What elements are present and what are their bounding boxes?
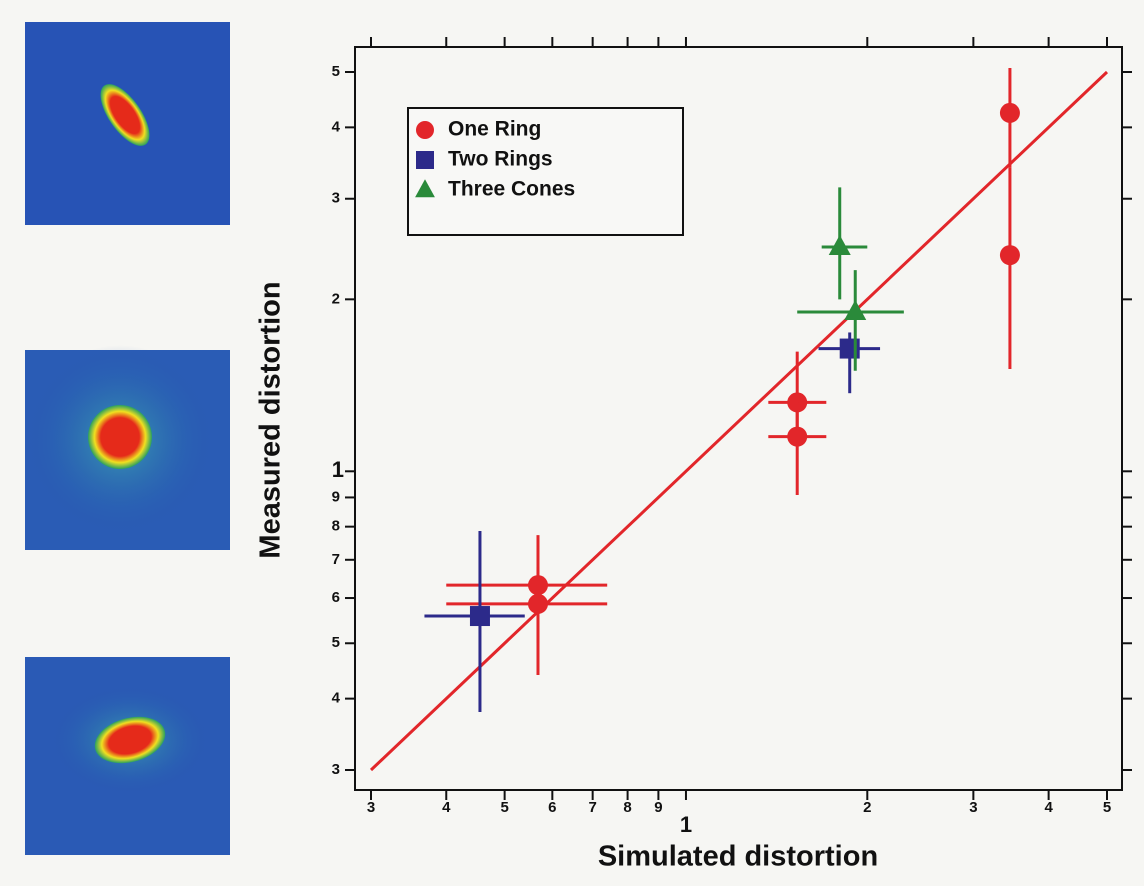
data-point (1000, 103, 1020, 123)
y-tick-label: 5 (332, 634, 340, 651)
legend-text: Two Rings (448, 148, 553, 171)
x-tick-label: 4 (442, 799, 451, 816)
x-tick-label: 6 (548, 799, 556, 816)
thumbnail-2 (25, 345, 230, 550)
chart: Simulated distortion Measured distortion… (0, 0, 1144, 886)
legend-text: One Ring (448, 118, 541, 141)
page: {"chart_data": {"type": "scatter", "xlab… (0, 0, 1144, 886)
x-tick-label: 4 (1044, 799, 1053, 816)
data-point (1000, 245, 1020, 265)
x-tick-label: 2 (863, 799, 871, 816)
x-tick-label: 3 (969, 799, 977, 816)
data-point (470, 606, 490, 626)
legend-text: Three Cones (448, 178, 575, 201)
legend-marker (416, 121, 434, 139)
y-tick-label: 4 (332, 118, 341, 135)
data-point (829, 235, 851, 255)
y-tick-label: 3 (332, 190, 340, 207)
data-point (528, 594, 548, 614)
y-tick-label: 2 (332, 290, 340, 307)
y-tick-label: 3 (332, 761, 340, 778)
x-axis-label: Simulated distortion (598, 841, 878, 873)
thumbnail-3 (25, 657, 230, 855)
x-tick-label: 5 (1103, 799, 1111, 816)
data-point (787, 427, 807, 447)
x-tick-label: 3 (367, 799, 375, 816)
legend-marker (416, 151, 434, 169)
y-tick-label: 5 (332, 63, 340, 80)
y-tick-label: 7 (332, 551, 340, 568)
x-tick-label: 1 (680, 812, 692, 837)
y-axis-label: Measured distortion (255, 281, 287, 558)
x-tick-label: 8 (623, 799, 631, 816)
x-tick-label: 7 (588, 799, 596, 816)
y-tick-label: 6 (332, 589, 340, 606)
x-tick-label: 9 (654, 799, 662, 816)
y-tick-label: 4 (332, 690, 341, 707)
thumbnail-1 (25, 22, 230, 225)
x-tick-label: 5 (500, 799, 508, 816)
y-tick-label: 9 (332, 488, 340, 505)
y-tick-label: 8 (332, 518, 340, 535)
y-tick-label: 1 (332, 457, 344, 482)
